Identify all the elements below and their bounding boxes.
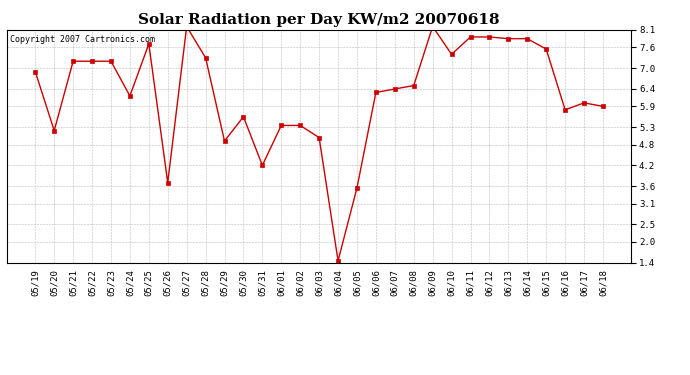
Text: Copyright 2007 Cartronics.com: Copyright 2007 Cartronics.com (10, 34, 155, 44)
Title: Solar Radiation per Day KW/m2 20070618: Solar Radiation per Day KW/m2 20070618 (138, 13, 500, 27)
